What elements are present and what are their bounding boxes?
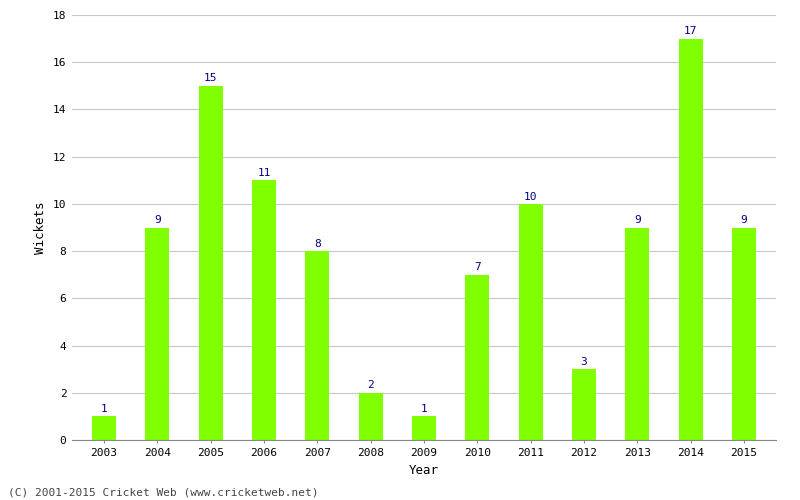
Bar xyxy=(572,369,596,440)
Text: 8: 8 xyxy=(314,239,321,248)
Bar xyxy=(306,251,330,440)
Text: 7: 7 xyxy=(474,262,481,272)
Bar xyxy=(358,393,382,440)
Text: 1: 1 xyxy=(421,404,427,414)
Bar xyxy=(412,416,436,440)
Text: 17: 17 xyxy=(684,26,698,36)
Y-axis label: Wickets: Wickets xyxy=(34,201,47,254)
Text: 11: 11 xyxy=(258,168,270,178)
Bar xyxy=(198,86,222,440)
X-axis label: Year: Year xyxy=(409,464,439,477)
Bar xyxy=(626,228,650,440)
Text: 9: 9 xyxy=(634,215,641,225)
Text: 3: 3 xyxy=(581,357,587,367)
Text: 9: 9 xyxy=(741,215,747,225)
Text: 9: 9 xyxy=(154,215,161,225)
Bar xyxy=(252,180,276,440)
Text: 15: 15 xyxy=(204,74,218,84)
Text: 10: 10 xyxy=(524,192,538,202)
Bar xyxy=(678,38,702,440)
Bar xyxy=(146,228,170,440)
Text: (C) 2001-2015 Cricket Web (www.cricketweb.net): (C) 2001-2015 Cricket Web (www.cricketwe… xyxy=(8,488,318,498)
Bar xyxy=(92,416,116,440)
Bar xyxy=(518,204,542,440)
Bar xyxy=(732,228,756,440)
Bar xyxy=(466,274,490,440)
Text: 2: 2 xyxy=(367,380,374,390)
Text: 1: 1 xyxy=(101,404,107,414)
